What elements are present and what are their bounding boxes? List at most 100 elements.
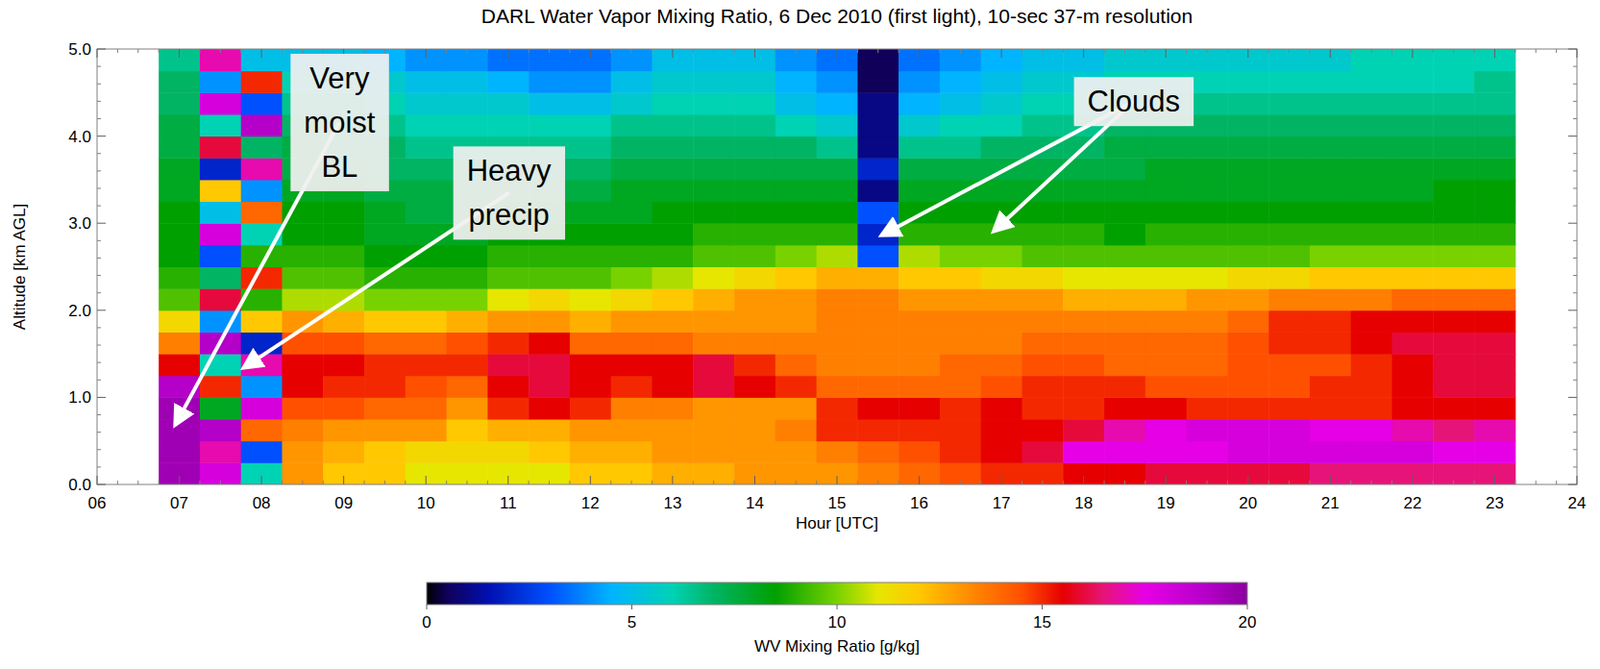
cell [857,462,899,485]
y-tick [97,484,106,486]
x-minor-tick-top [734,49,736,53]
cell [981,92,1023,115]
cell [692,353,735,376]
cell [734,222,776,246]
cell [322,201,365,224]
x-tick-label: 06 [88,493,107,513]
cell [611,114,653,137]
cell [1227,114,1269,137]
x-tick-label: 16 [910,493,929,513]
cell [939,179,982,202]
cell [405,288,447,311]
plot-background [97,49,1577,485]
cell [569,114,612,137]
cell [528,310,570,333]
cell [1227,353,1269,376]
cell [1392,222,1434,246]
cell [446,288,489,311]
cell [1351,331,1393,354]
cell [487,310,529,333]
cell [816,245,859,268]
x-minor-tick-top [322,49,324,53]
cell [199,114,242,137]
cell [1186,245,1229,268]
cell [569,441,612,464]
cell [981,418,1023,442]
cell [1104,441,1146,464]
cell [364,418,406,442]
x-tick-label: 21 [1321,493,1340,513]
cell [775,288,817,311]
cell [446,92,489,115]
cell [1022,71,1064,94]
cell [1227,375,1269,398]
cell [1227,310,1269,333]
cell [487,396,529,419]
cell [487,71,529,94]
y-minor-tick [97,448,101,450]
cell [652,222,694,246]
cell [652,71,694,94]
cell [1022,92,1064,115]
cell [1186,353,1229,376]
x-minor-tick [1555,480,1557,485]
cell [1432,157,1475,180]
cell [1351,71,1393,94]
cell [857,375,899,398]
cell [322,418,365,442]
cell [282,245,324,268]
cell [1309,375,1352,398]
cell [1351,441,1393,464]
cell [1022,331,1064,354]
annotation-box [1074,76,1195,126]
x-minor-tick-top [198,49,200,53]
x-minor-tick-top [960,49,961,53]
cell [1022,267,1064,290]
cell [898,418,940,442]
cell [1392,441,1434,464]
cell [611,71,653,94]
cell [528,92,570,115]
cell [939,331,982,354]
cell [1432,396,1475,419]
cell [1309,310,1352,333]
y-tick-label: 1.0 [68,388,92,407]
x-minor-tick [220,480,222,485]
cell [569,375,612,398]
cell [446,71,489,94]
cell [1392,92,1434,115]
cell [775,49,817,72]
y-minor-tick-right [1573,257,1577,259]
x-minor-tick [1021,480,1023,485]
cell [1062,310,1105,333]
cell [1186,396,1229,419]
cell [898,49,940,72]
cell [734,201,776,224]
cell [528,331,570,354]
cell [1309,396,1352,419]
cell [1022,114,1064,137]
x-tick-top [918,49,920,58]
cell [1268,310,1310,333]
cell [898,114,940,137]
y-tick-label: 2.0 [68,301,92,320]
cell [692,418,735,442]
cell [1022,441,1064,464]
cell [1392,245,1434,268]
x-tick-top [261,49,263,58]
cell [405,375,447,398]
cell [611,157,653,180]
cell [241,375,283,398]
x-minor-tick [960,480,961,485]
colorbar-label: WV Mixing Ratio [g/kg] [754,637,920,656]
cell [1227,92,1269,115]
cell [1062,396,1105,419]
cell [981,441,1023,464]
cell [734,49,776,72]
x-tick-top [1494,49,1496,58]
cell [692,136,735,159]
cell [981,179,1023,202]
x-minor-tick-top [795,49,797,53]
x-minor-tick-top [220,49,222,53]
x-minor-tick [1206,480,1208,485]
